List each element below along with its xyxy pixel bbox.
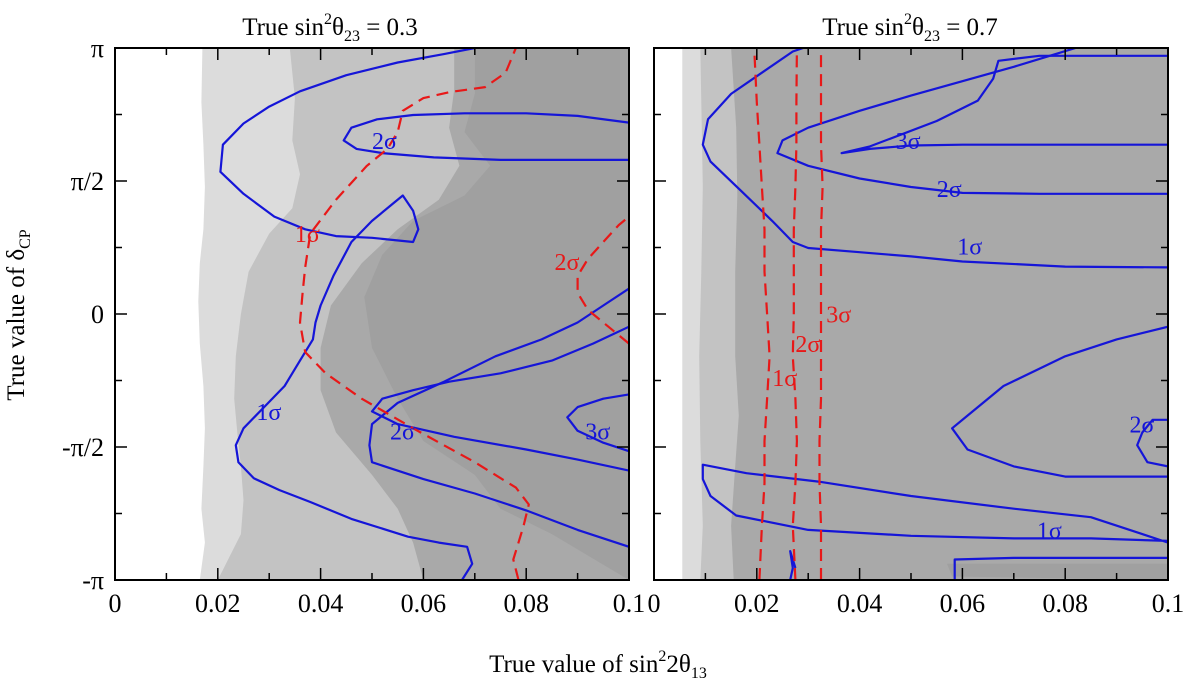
contour-blue-5 [701,463,1168,544]
plot-area [682,48,1168,580]
contour-label: 1σ [957,235,982,261]
x-tick-label: 0.04 [837,589,883,618]
x-tick-label: 0.06 [940,589,986,618]
x-tick-label: 0.06 [401,589,447,618]
panel-left: 1σ 2σ 2σ 3σ 1σ 2σ [114,47,630,581]
contour-red-10 [818,48,824,580]
plot-area [198,48,629,580]
contour-label: 1σ [256,400,281,426]
y-tick-label: -π [82,566,104,595]
x-tick-label: 0.08 [503,589,549,618]
contour-blue-4 [951,325,1168,478]
contour-red-5 [298,48,530,580]
contour-blue-7 [789,550,797,580]
contour-label: 2σ [795,332,820,358]
tick-labels: 0 0.02 0.04 0.06 0.08 0.1 -π -π/2 0 π/2 π 0 0.02 0.04… [62,34,1184,618]
contour-red-9 [791,48,798,580]
y-tick-label: -π/2 [62,433,104,462]
y-axis-label: True value of δCP [3,229,34,400]
contour-label: 1σ [295,222,320,248]
x-tick-label: 0.04 [298,589,344,618]
x-tick-label: 0 [109,589,122,618]
contour-label: 3σ [585,419,610,445]
y-tick-label: π/2 [71,167,104,196]
contour-blue-0 [840,54,1168,155]
x-tick-label: 0.1 [1152,589,1185,618]
contour-label: 3σ [896,129,921,155]
x-tick-label: 0.02 [195,589,241,618]
contour-blue-0 [219,48,476,580]
shaded-region-darker [364,48,629,580]
contour-label: 1σ [1037,518,1062,544]
contour-label: 2σ [937,177,962,203]
contour-blue-3 [1136,418,1168,468]
contour-blue-2 [701,48,1168,269]
contour-blue-4 [566,393,629,453]
x-axis-label: True value of sin22θ13 [489,648,707,682]
shaded-region-darker [947,563,1168,580]
x-tick-label: 0.1 [613,589,646,618]
x-tick-label: 0.08 [1042,589,1088,618]
contour-label: 2σ [372,129,397,155]
x-tick-label: 0.02 [734,589,780,618]
contour-blue-1 [776,48,1168,195]
contour-red-8 [753,48,771,580]
y-tick-label: 0 [91,300,104,329]
contour-label: 2σ [1130,413,1155,439]
contour-blue-6 [953,556,1168,580]
y-tick-label: π [91,34,104,63]
contour-blue-1 [368,287,629,548]
contour-label: 2σ [555,250,580,276]
shaded-region-dark [731,48,1168,580]
contour-label: 3σ [826,303,851,329]
contour-label: 1σ [772,366,797,392]
contour-blue-3 [370,325,629,472]
contour-label: 2σ [390,419,415,445]
x-tick-label: 0 [648,589,661,618]
contour-blue-2 [342,112,629,161]
